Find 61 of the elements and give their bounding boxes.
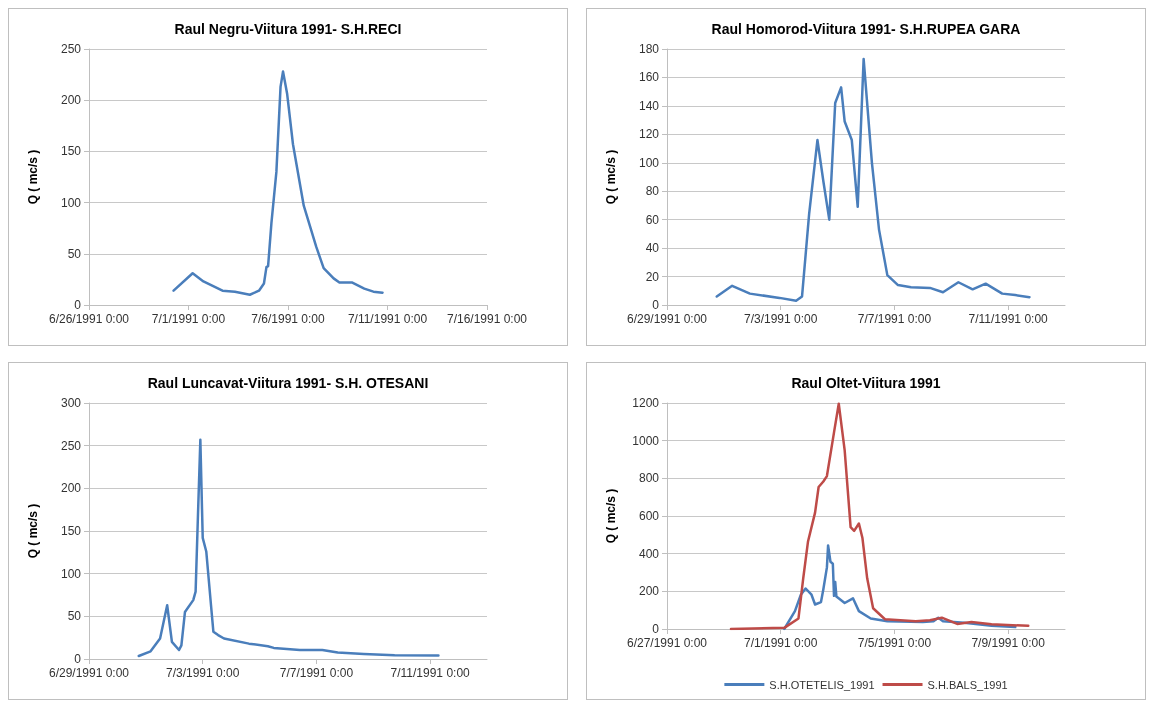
y-axis-title: Q ( mc/s ) xyxy=(604,149,618,205)
legend-label: S.H.BALS_1991 xyxy=(927,678,1008,691)
y-tick-label: 250 xyxy=(60,42,82,56)
x-tick-label: 7/6/1991 0:00 xyxy=(251,312,326,326)
x-tick-label: 7/16/1991 0:00 xyxy=(446,312,528,326)
y-tick-label: 180 xyxy=(638,42,660,56)
chart-title: Raul Luncavat-Viitura 1991- S.H. OTESANI xyxy=(147,375,429,391)
y-tick-label: 0 xyxy=(74,652,82,666)
x-tick-label: 6/29/1991 0:00 xyxy=(48,666,130,680)
y-tick-label: 160 xyxy=(638,70,660,85)
y-tick-label: 0 xyxy=(652,298,660,312)
y-tick-label: 200 xyxy=(638,584,660,599)
y-axis-title: Q ( mc/s ) xyxy=(26,149,40,205)
x-tick-label: 7/9/1991 0:00 xyxy=(971,636,1046,650)
y-tick-label: 40 xyxy=(645,241,660,256)
y-tick-label: 100 xyxy=(638,155,660,170)
chart-title: Raul Negru-Viitura 1991- S.H.RECI xyxy=(174,21,402,37)
y-tick-label: 150 xyxy=(60,144,82,159)
line-series xyxy=(137,438,440,658)
y-tick-label: 600 xyxy=(638,509,660,523)
x-tick-label: 7/3/1991 0:00 xyxy=(166,666,240,680)
x-tick-label: 7/3/1991 0:00 xyxy=(744,312,818,326)
x-tick-label: 6/27/1991 0:00 xyxy=(626,636,708,650)
y-tick-label: 100 xyxy=(60,566,82,581)
x-tick-label: 7/7/1991 0:00 xyxy=(857,312,932,326)
legend-label: S.H.OTETELIS_1991 xyxy=(769,678,875,691)
x-tick-label: 7/11/1991 0:00 xyxy=(390,666,471,680)
y-tick-label: 120 xyxy=(638,127,660,142)
chart-title: Raul Homorod-Viitura 1991- S.H.RUPEA GARA xyxy=(711,21,1021,37)
y-tick-label: 250 xyxy=(60,438,82,453)
y-tick-label: 1200 xyxy=(632,396,660,410)
y-tick-label: 100 xyxy=(60,195,82,210)
y-tick-label: 800 xyxy=(638,471,660,486)
line-series xyxy=(729,402,1030,631)
line-series xyxy=(172,70,384,297)
x-tick-label: 7/1/1991 0:00 xyxy=(744,636,818,650)
y-tick-label: 300 xyxy=(60,396,82,410)
x-tick-label: 7/11/1991 0:00 xyxy=(347,312,428,326)
y-tick-label: 0 xyxy=(74,298,82,312)
x-tick-label: 6/29/1991 0:00 xyxy=(626,312,708,326)
y-tick-label: 0 xyxy=(652,622,660,636)
x-tick-label: 7/11/1991 0:00 xyxy=(968,312,1049,326)
y-tick-label: 60 xyxy=(645,212,660,227)
y-tick-label: 80 xyxy=(645,184,660,199)
y-tick-label: 1000 xyxy=(632,433,660,448)
chart-title: Raul Oltet-Viitura 1991 xyxy=(791,375,941,391)
y-tick-label: 140 xyxy=(638,98,660,113)
x-tick-label: 7/5/1991 0:00 xyxy=(857,636,932,650)
y-tick-label: 50 xyxy=(67,246,82,261)
y-axis-title: Q ( mc/s ) xyxy=(604,488,618,544)
line-series xyxy=(715,57,1031,302)
y-tick-label: 200 xyxy=(60,481,82,496)
x-tick-label: 7/1/1991 0:00 xyxy=(151,312,226,326)
y-tick-label: 200 xyxy=(60,93,82,108)
x-tick-label: 6/26/1991 0:00 xyxy=(48,312,130,326)
y-tick-label: 50 xyxy=(67,609,82,624)
y-tick-label: 20 xyxy=(645,269,660,284)
x-tick-label: 7/7/1991 0:00 xyxy=(279,666,354,680)
y-tick-label: 150 xyxy=(60,524,82,538)
y-axis-title: Q ( mc/s ) xyxy=(26,503,40,559)
y-tick-label: 400 xyxy=(638,546,660,561)
